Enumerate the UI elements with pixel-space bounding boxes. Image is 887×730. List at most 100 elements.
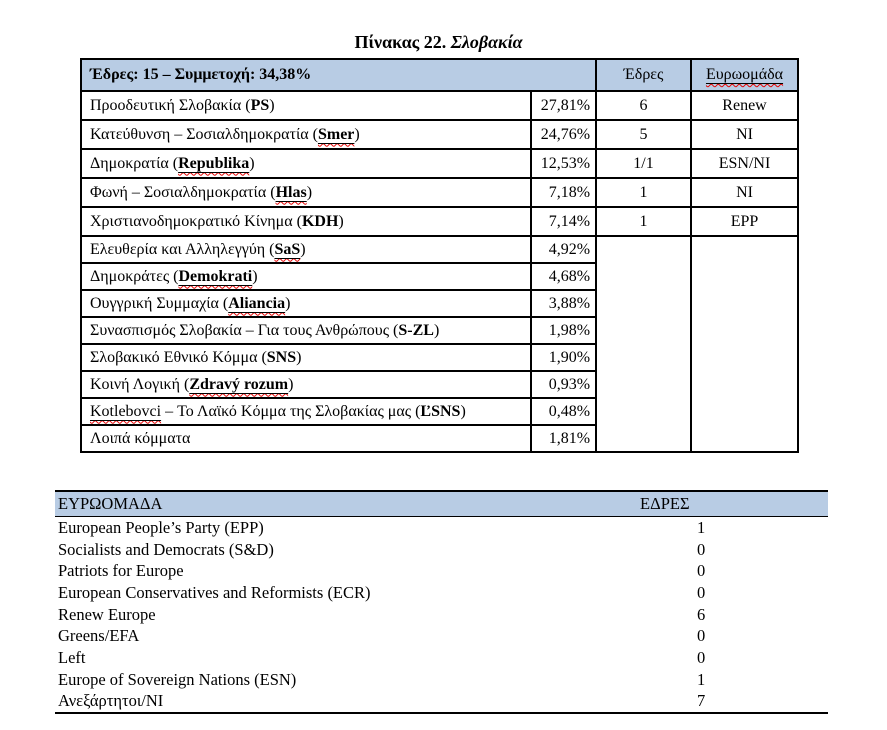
group-cell: Renew	[690, 90, 800, 121]
party-cell: Φωνή – Σοσιαλδημοκρατία (Hlas)	[80, 177, 532, 208]
party-cell: Kotlebovci – Το Λαϊκό Κόμμα της Σλοβακία…	[80, 397, 532, 426]
percent-cell: 7,14%	[529, 206, 598, 237]
misspelled-word: Republika	[178, 154, 250, 172]
misspelled-word: Hlas	[275, 183, 307, 201]
percent-cell: 12,53%	[529, 148, 598, 179]
title-country: Σλοβακία	[450, 32, 523, 52]
table-row: Ελευθερία και Αλληλεγγύη (SaS) 4,92%	[80, 235, 800, 453]
page-title: Πίνακας 22. Σλοβακία	[80, 31, 797, 53]
group-seats: 0	[697, 582, 706, 602]
seats-cell: 1	[595, 177, 693, 208]
group-row: Greens/EFA 0	[55, 625, 828, 647]
party-cell: Κατεύθυνση – Σοσιαλδημοκρατία (Smer)	[80, 119, 532, 150]
percent-cell: 1,98%	[529, 316, 598, 345]
group-row: European Conservatives and Reformists (E…	[55, 582, 828, 604]
group-name: Greens/EFA	[58, 626, 140, 646]
table-row: Χριστιανοδημοκρατικό Κίνημα (KDH) 7,14% 1 E…	[80, 206, 800, 237]
table-row: Kotlebovci – Το Λαϊκό Κόμμα της Σλοβακία…	[80, 397, 798, 426]
party-cell: Κοινή Λογική (Zdravý rozum)	[80, 370, 532, 399]
table-row: Δημοκράτες (Demokrati) 4,68%	[80, 262, 798, 291]
groups-header-label: ΕΥΡΩΟΜΑΔΑ	[58, 494, 163, 513]
group-header-label: Ευρωομάδα	[705, 66, 784, 83]
group-name: Left	[58, 647, 86, 667]
group-header: Ευρωομάδα	[690, 58, 800, 92]
table-row: Κατεύθυνση – Σοσιαλδημοκρατία (Smer) 24,7…	[80, 119, 800, 150]
party-cell: Σλοβακικό Εθνικό Κόμμα (SNS)	[80, 343, 532, 372]
groups-header-seats-label: ΕΔΡΕΣ	[640, 494, 690, 513]
seats-cell: 1/1	[595, 148, 693, 179]
seats-cell-empty	[595, 235, 693, 453]
group-cell: NI	[690, 119, 800, 150]
group-row: Europe of Sovereign Nations (ESN) 1	[55, 669, 828, 691]
group-name: Renew Europe	[58, 604, 156, 624]
misspelled-word: Aliancia	[228, 294, 286, 312]
percent-cell: 27,81%	[529, 90, 598, 121]
group-row: Left 0	[55, 647, 828, 669]
table-row: Προοδευτική Σλοβακία (PS) 27,81% 6 Renew	[80, 90, 800, 121]
party-cell: Χριστιανοδημοκρατικό Κίνημα (KDH)	[80, 206, 532, 237]
misspelled-word: Zdravý rozum	[189, 375, 289, 393]
group-cell: EPP	[690, 206, 800, 237]
group-name: European People’s Party (EPP)	[58, 517, 264, 537]
party-cell: Ελευθερία και Αλληλεγγύη (SaS)	[80, 235, 532, 264]
group-row: Socialists and Democrats (S&D) 0	[55, 539, 828, 561]
party-cell: Συνασπισμός Σλοβακία – Για τους Ανθρώπου…	[80, 316, 532, 345]
party-cell: Προοδευτική Σλοβακία (PS)	[80, 90, 532, 121]
group-seats: 7	[697, 691, 706, 711]
group-row: Ανεξάρτητοι/NI 7	[55, 691, 828, 713]
group-seats: 6	[697, 604, 706, 624]
results-table: Έδρες: 15 – Συμμετοχή: 34,38% Έδρες Ευρω…	[79, 58, 800, 453]
group-name: European Conservatives and Reformists (E…	[58, 582, 371, 602]
group-seats: 0	[697, 647, 706, 667]
percent-cell: 24,76%	[529, 119, 598, 150]
group-name: Europe of Sovereign Nations (ESN)	[58, 669, 297, 689]
group-seats: 1	[697, 517, 706, 537]
party-cell: Δημοκρατία (Republika)	[80, 148, 532, 179]
groups-table: ΕΥΡΩΟΜΑΔΑ ΕΔΡΕΣ European People’s Party …	[55, 490, 828, 715]
table-row: Λοιπά κόμματα 1,81%	[80, 424, 798, 453]
misspelled-word: SaS	[274, 240, 301, 258]
percent-cell: 0,48%	[529, 397, 598, 426]
summary-header: Έδρες: 15 – Συμμετοχή: 34,38%	[79, 58, 598, 92]
table-row: Δημοκρατία (Republika) 12,53% 1/1 ESN/NI	[80, 148, 800, 179]
percent-cell: 4,92%	[529, 235, 598, 264]
group-cell-empty	[690, 235, 800, 453]
seats-header: Έδρες	[595, 58, 693, 92]
table-row: Κοινή Λογική (Zdravý rozum) 0,93%	[80, 370, 798, 399]
group-name: Socialists and Democrats (S&D)	[58, 539, 274, 559]
group-seats: 1	[697, 669, 706, 689]
groups-table-body: European People’s Party (EPP) 1 Socialists…	[55, 517, 828, 715]
percent-cell: 1,90%	[529, 343, 598, 372]
group-seats: 0	[697, 539, 706, 559]
group-name: Ανεξάρτητοι/NI	[58, 691, 164, 711]
seats-cell: 5	[595, 119, 693, 150]
group-name: Patriots for Europe	[58, 561, 184, 581]
seats-cell: 1	[595, 206, 693, 237]
percent-cell: 4,68%	[529, 262, 598, 291]
percent-cell: 7,18%	[529, 177, 598, 208]
misspelled-word: Kotlebovci	[90, 402, 162, 420]
table-row: Συνασπισμός Σλοβακία – Για τους Ανθρώπου…	[80, 316, 798, 345]
party-cell: Λοιπά κόμματα	[80, 424, 532, 453]
misspelled-word: Demokrati	[178, 267, 253, 285]
groups-header-row: ΕΥΡΩΟΜΑΔΑ ΕΔΡΕΣ	[55, 490, 828, 517]
title-prefix: Πίνακας 22.	[354, 32, 447, 52]
group-cell: NI	[690, 177, 800, 208]
misspelled-word: Smer	[317, 125, 355, 143]
results-header-row: Έδρες: 15 – Συμμετοχή: 34,38% Έδρες Ευρω…	[79, 58, 800, 92]
percent-cell: 1,81%	[529, 424, 598, 453]
group-row: Patriots for Europe 0	[55, 560, 828, 582]
group-header-squiggle: Ευρωομάδα	[706, 66, 783, 83]
group-row: Renew Europe 6	[55, 604, 828, 626]
table-row: Σλοβακικό Εθνικό Κόμμα (SNS) 1,90%	[80, 343, 798, 372]
table-row: Φωνή – Σοσιαλδημοκρατία (Hlas) 7,18% 1 NI	[80, 177, 800, 208]
results-table-body: Προοδευτική Σλοβακία (PS) 27,81% 6 Renew Κατ…	[80, 90, 800, 453]
percent-cell: 0,93%	[529, 370, 598, 399]
seats-cell: 6	[595, 90, 693, 121]
group-seats: 0	[697, 561, 706, 581]
table-row: Ουγγρική Συμμαχία (Aliancia) 3,88%	[80, 289, 798, 318]
party-cell: Ουγγρική Συμμαχία (Aliancia)	[80, 289, 532, 318]
group-row: European People’s Party (EPP) 1	[55, 517, 828, 539]
percent-cell: 3,88%	[529, 289, 598, 318]
